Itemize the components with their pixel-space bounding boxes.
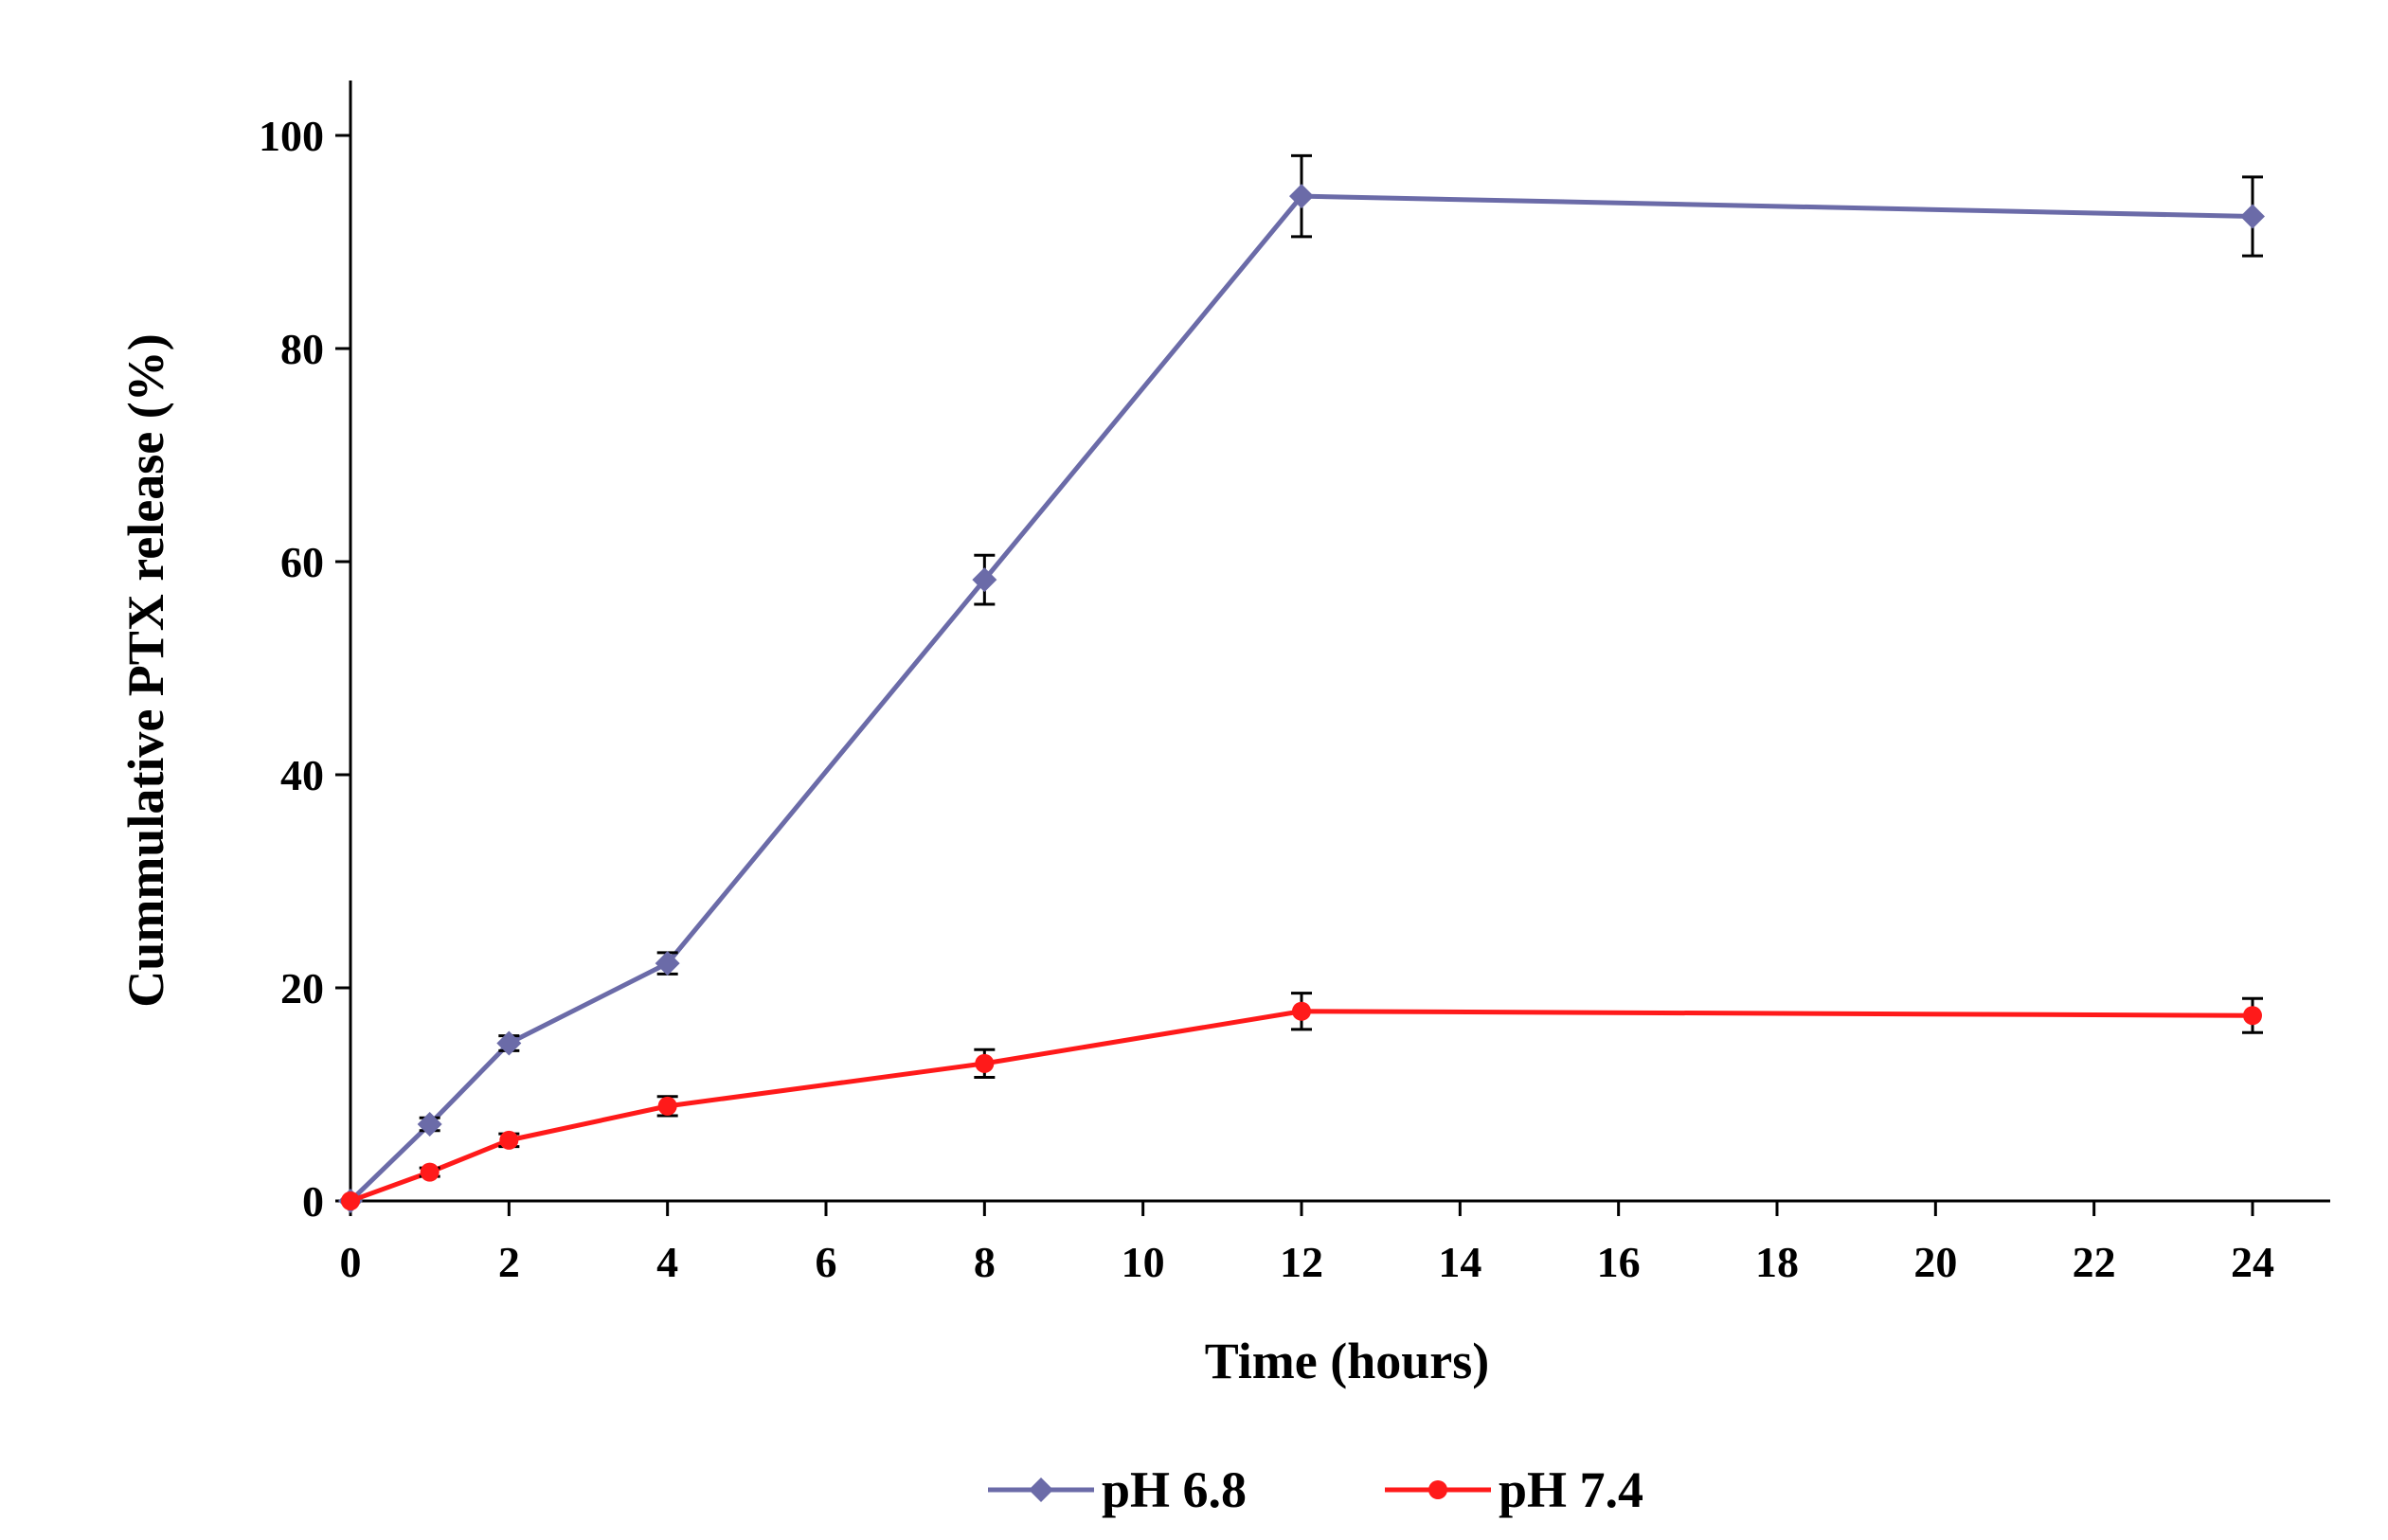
data-point bbox=[499, 1130, 519, 1150]
x-tick-label: 6 bbox=[816, 1238, 837, 1286]
x-tick-label: 24 bbox=[2231, 1238, 2274, 1286]
data-point bbox=[341, 1191, 360, 1210]
data-point bbox=[1289, 184, 1314, 209]
data-point bbox=[655, 951, 680, 976]
x-tick-label: 16 bbox=[1597, 1238, 1641, 1286]
y-tick-label: 100 bbox=[259, 112, 324, 160]
x-tick-label: 20 bbox=[1913, 1238, 1957, 1286]
x-tick-label: 8 bbox=[974, 1238, 996, 1286]
legend-marker bbox=[1029, 1477, 1053, 1502]
series-line-ph-6-8 bbox=[349, 193, 2253, 1203]
legend-item-ph-6-8: pH 6.8 bbox=[988, 1461, 1247, 1518]
x-tick-label: 10 bbox=[1122, 1238, 1165, 1286]
legend: pH 6.8 pH 7.4 bbox=[988, 1461, 1643, 1518]
x-tick-label: 18 bbox=[1755, 1238, 1799, 1286]
data-point bbox=[417, 1112, 442, 1137]
data-point bbox=[975, 1053, 995, 1073]
legend-marker bbox=[1428, 1480, 1447, 1499]
y-tick-label: 60 bbox=[280, 538, 324, 586]
series-layer bbox=[338, 153, 2265, 1213]
y-tick-label: 80 bbox=[280, 325, 324, 373]
data-point bbox=[657, 1096, 677, 1116]
x-tick-label: 14 bbox=[1438, 1238, 1481, 1286]
legend-label: pH 6.8 bbox=[1102, 1461, 1247, 1518]
data-point bbox=[972, 567, 997, 593]
x-axis-title: Time (hours) bbox=[1205, 1333, 1490, 1389]
series-ph-6-8 bbox=[338, 153, 2265, 1213]
data-point bbox=[2240, 204, 2265, 229]
data-point bbox=[496, 1030, 522, 1056]
y-axis-ticks: 0 20 40 60 80 100 bbox=[259, 112, 350, 1226]
series-line-ph-7-4 bbox=[350, 1009, 2253, 1204]
series-ph-7-4 bbox=[341, 992, 2263, 1210]
x-tick-label: 4 bbox=[656, 1238, 678, 1286]
x-tick-label: 2 bbox=[498, 1238, 520, 1286]
legend-item-ph-7-4: pH 7.4 bbox=[1385, 1461, 1643, 1518]
legend-label: pH 7.4 bbox=[1499, 1461, 1643, 1518]
x-tick-label: 0 bbox=[340, 1238, 362, 1286]
y-tick-label: 20 bbox=[280, 964, 324, 1012]
data-point bbox=[2243, 1006, 2262, 1026]
y-axis-title: Cummulative PTX release (%) bbox=[117, 333, 174, 1007]
y-tick-label: 0 bbox=[302, 1177, 324, 1226]
data-point bbox=[1292, 1001, 1311, 1021]
x-axis-ticks: 0 2 4 6 8 10 12 14 16 18 20 22 24 bbox=[340, 1201, 2274, 1286]
data-point bbox=[420, 1162, 440, 1182]
axes bbox=[349, 81, 2330, 1203]
x-tick-label: 12 bbox=[1280, 1238, 1323, 1286]
y-tick-label: 40 bbox=[280, 751, 324, 799]
x-tick-label: 22 bbox=[2073, 1238, 2116, 1286]
